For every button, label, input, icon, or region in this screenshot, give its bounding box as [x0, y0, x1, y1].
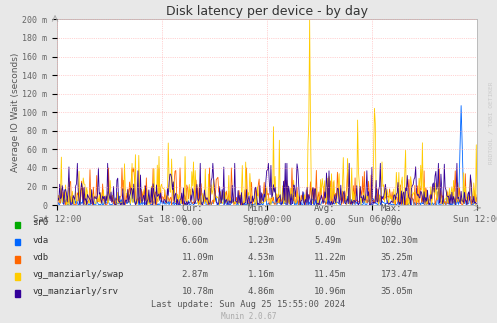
- Text: 10.78m: 10.78m: [181, 287, 214, 296]
- Text: 4.86m: 4.86m: [248, 287, 274, 296]
- Text: Cur:: Cur:: [181, 203, 203, 213]
- Text: 173.47m: 173.47m: [381, 270, 418, 279]
- Text: 35.25m: 35.25m: [381, 253, 413, 262]
- Text: 0.00: 0.00: [314, 218, 335, 227]
- Text: 2.87m: 2.87m: [181, 270, 208, 279]
- Text: Avg:: Avg:: [314, 203, 335, 213]
- Text: 5.49m: 5.49m: [314, 235, 341, 245]
- Text: Max:: Max:: [381, 203, 402, 213]
- Text: 1.16m: 1.16m: [248, 270, 274, 279]
- Text: 11.45m: 11.45m: [314, 270, 346, 279]
- Text: 35.05m: 35.05m: [381, 287, 413, 296]
- Text: Munin 2.0.67: Munin 2.0.67: [221, 312, 276, 321]
- Text: vda: vda: [32, 235, 48, 245]
- Text: sr0: sr0: [32, 218, 48, 227]
- Text: 4.53m: 4.53m: [248, 253, 274, 262]
- Text: 11.09m: 11.09m: [181, 253, 214, 262]
- Y-axis label: Average IO Wait (seconds): Average IO Wait (seconds): [10, 53, 20, 172]
- Text: 11.22m: 11.22m: [314, 253, 346, 262]
- Text: 6.60m: 6.60m: [181, 235, 208, 245]
- Title: Disk latency per device - by day: Disk latency per device - by day: [166, 5, 368, 18]
- Text: vg_manziarly/srv: vg_manziarly/srv: [32, 287, 118, 296]
- Text: 0.00: 0.00: [381, 218, 402, 227]
- Text: vdb: vdb: [32, 253, 48, 262]
- Text: Min:: Min:: [248, 203, 269, 213]
- Text: RRDTOOL / TOBI OETIKER: RRDTOOL / TOBI OETIKER: [489, 81, 494, 164]
- Text: Last update: Sun Aug 25 15:55:00 2024: Last update: Sun Aug 25 15:55:00 2024: [152, 300, 345, 309]
- Text: vg_manziarly/swap: vg_manziarly/swap: [32, 270, 124, 279]
- Text: 0.00: 0.00: [181, 218, 203, 227]
- Text: 102.30m: 102.30m: [381, 235, 418, 245]
- Text: 0.00: 0.00: [248, 218, 269, 227]
- Text: 10.96m: 10.96m: [314, 287, 346, 296]
- Text: 1.23m: 1.23m: [248, 235, 274, 245]
